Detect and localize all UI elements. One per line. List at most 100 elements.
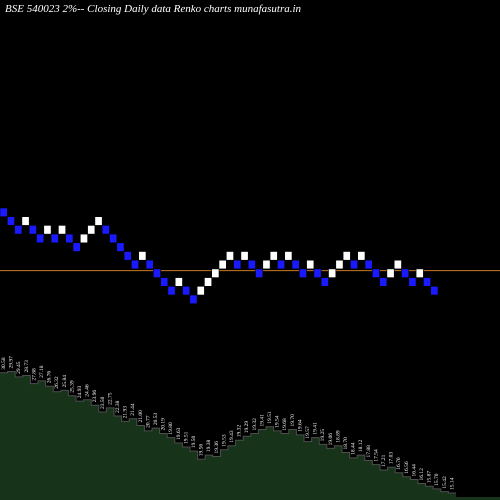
renko-brick-up xyxy=(328,268,337,278)
volume-label: 15.70 xyxy=(434,473,440,486)
renko-brick-up xyxy=(196,285,205,296)
renko-brick-down xyxy=(291,259,300,270)
volume-label: 28.73 xyxy=(24,360,30,373)
volume-outline xyxy=(0,370,456,494)
volume-label: 19.64 xyxy=(297,419,303,432)
renko-brick-down xyxy=(298,268,307,278)
volume-label: 24.93 xyxy=(77,386,83,399)
volume-label: 25.39 xyxy=(69,380,75,393)
renko-brick-down xyxy=(28,225,37,235)
renko-brick-down xyxy=(189,294,198,304)
renko-brick-down xyxy=(50,233,59,244)
renko-brick-down xyxy=(408,277,417,287)
volume-label: 16.56 xyxy=(404,461,410,474)
renko-brick-down xyxy=(109,233,118,244)
volume-label: 16.12 xyxy=(419,468,425,481)
volume-label: 19.54 xyxy=(275,415,281,428)
renko-brick-down xyxy=(182,285,191,296)
renko-brick-up xyxy=(58,225,67,235)
renko-brick-down xyxy=(401,268,410,278)
volume-label: 23.96 xyxy=(92,390,98,403)
renko-brick-down xyxy=(423,277,431,287)
volume-label: 26.76 xyxy=(47,371,53,384)
renko-brick-up xyxy=(269,251,278,261)
volume-label: 25.84 xyxy=(62,375,68,388)
renko-brick-up xyxy=(21,216,30,226)
renko-brick-up xyxy=(393,259,402,270)
renko-brick-down xyxy=(364,259,373,270)
volume-label: 19.32 xyxy=(252,418,258,431)
volume-label: 19.25 xyxy=(320,429,326,442)
chart-title: BSE 540023 2%-- Closing Daily data Renko… xyxy=(5,3,302,15)
renko-brick-down xyxy=(131,259,139,270)
volume-label: 18.70 xyxy=(343,437,349,450)
renko-brick-down xyxy=(160,277,169,287)
renko-brick-up xyxy=(386,268,395,278)
volume-label: 19.29 xyxy=(244,421,250,434)
renko-brick-up xyxy=(138,251,147,261)
renko-brick-down xyxy=(145,259,154,270)
volume-label: 29.97 xyxy=(9,356,15,369)
renko-brick-down xyxy=(36,233,45,244)
volume-label: 21.00 xyxy=(138,410,144,423)
renko-brick-down xyxy=(0,207,8,217)
volume-label: 21.93 xyxy=(123,406,129,419)
volume-label: 29.45 xyxy=(16,361,22,374)
volume-label: 19.53 xyxy=(221,434,227,447)
volume-label: 18.12 xyxy=(358,440,364,453)
volume-label: 20.53 xyxy=(153,413,159,426)
volume-label: 19.57 xyxy=(305,426,311,439)
renko-brick-down xyxy=(101,225,110,235)
renko-brick-down xyxy=(430,285,439,296)
volume-label: 19.80 xyxy=(168,422,174,435)
renko-brick-up xyxy=(357,251,366,261)
renko-brick-down xyxy=(123,251,132,261)
renko-brick-up xyxy=(204,277,212,287)
renko-brick-down xyxy=(247,259,256,270)
volume-label: 19.43 xyxy=(229,430,235,443)
renko-brick-up xyxy=(240,251,249,261)
renko-brick-down xyxy=(277,259,285,270)
volume-label: 19.32 xyxy=(237,425,243,438)
renko-brick-up xyxy=(211,268,220,278)
volume-label: 19.36 xyxy=(214,441,220,454)
volume-label: 19.70 xyxy=(290,414,296,427)
volume-label: 26.32 xyxy=(54,376,60,389)
volume-label: 18.44 xyxy=(351,442,357,455)
volume-label: 20.19 xyxy=(161,418,167,431)
renko-brick-down xyxy=(255,268,264,278)
renko-brick-down xyxy=(72,242,81,252)
volume-label: 22.38 xyxy=(115,400,121,413)
volume-label: 17.03 xyxy=(389,452,395,465)
volume-label: 17.54 xyxy=(373,449,379,462)
volume-label: 27.18 xyxy=(39,365,45,378)
volume-label: 19.68 xyxy=(282,418,288,431)
renko-brick-down xyxy=(350,259,358,270)
renko-brick-down xyxy=(313,268,322,278)
renko-brick-up xyxy=(342,251,351,261)
renko-brick-up xyxy=(87,225,96,235)
volume-label: 24.46 xyxy=(85,384,91,397)
volume-label: 30.58 xyxy=(1,357,7,370)
volume-label: 16.70 xyxy=(396,457,402,470)
renko-brick-down xyxy=(7,216,15,226)
renko-brick-down xyxy=(14,225,23,235)
volume-area xyxy=(0,371,500,500)
volume-label: 18.89 xyxy=(335,430,341,443)
renko-brick-up xyxy=(226,251,234,261)
volume-label: 15.42 xyxy=(442,476,448,489)
renko-brick-up xyxy=(80,233,88,244)
renko-brick-up xyxy=(335,259,344,270)
renko-brick-up xyxy=(218,259,227,270)
volume-label: 17.88 xyxy=(366,445,372,458)
renko-brick-down xyxy=(153,268,161,278)
volume-label: 15.14 xyxy=(449,477,455,490)
volume-label: 19.63 xyxy=(176,427,182,440)
volume-label: 19.41 xyxy=(313,422,319,435)
volume-label: 19.06 xyxy=(328,433,334,446)
renko-brick-down xyxy=(371,268,380,278)
renko-brick-down xyxy=(379,277,388,287)
renko-brick-up xyxy=(306,259,315,270)
